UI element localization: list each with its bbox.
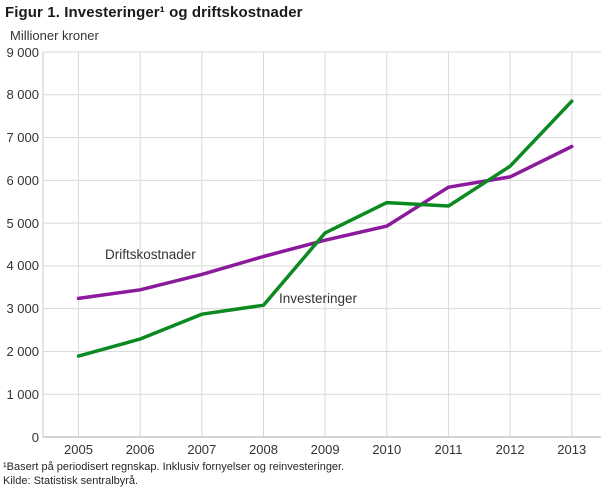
y-tick-label: 0 (31, 429, 39, 445)
x-tick-label: 2007 (187, 442, 217, 457)
y-tick-label: 2 000 (6, 343, 39, 359)
footnote: ¹Basert på periodisert regnskap. Inklusi… (3, 461, 345, 473)
x-tick-label: 2012 (495, 442, 525, 457)
x-tick-label: 2011 (434, 442, 463, 457)
x-tick-label: 2005 (64, 442, 93, 457)
x-tick-label: 2006 (125, 442, 155, 457)
y-tick-label: 4 000 (6, 258, 39, 274)
figure-title: Figur 1. Investeringer¹ og driftskostnad… (5, 4, 303, 21)
y-tick-label: 9 000 (6, 44, 39, 60)
x-tick-label: 2009 (310, 442, 340, 457)
source-line: Kilde: Statistisk sentralbyrå. (3, 475, 139, 487)
series-label-driftskostnader: Driftskostnader (105, 247, 196, 262)
x-tick-label: 2008 (249, 442, 278, 457)
y-tick-label: 1 000 (6, 386, 39, 402)
y-tick-label: 3 000 (6, 301, 39, 317)
series-line-investeringer[interactable] (76, 99, 574, 358)
x-tick-label: 2013 (557, 442, 587, 457)
x-tick-label: 2010 (372, 442, 402, 457)
y-tick-label: 5 000 (6, 215, 39, 231)
y-tick-label: 6 000 (6, 172, 39, 188)
y-axis-title: Millioner kroner (10, 28, 99, 43)
y-tick-label: 7 000 (6, 130, 39, 146)
y-tick-label: 8 000 (6, 87, 39, 103)
series-label-investeringer: Investeringer (279, 291, 358, 306)
